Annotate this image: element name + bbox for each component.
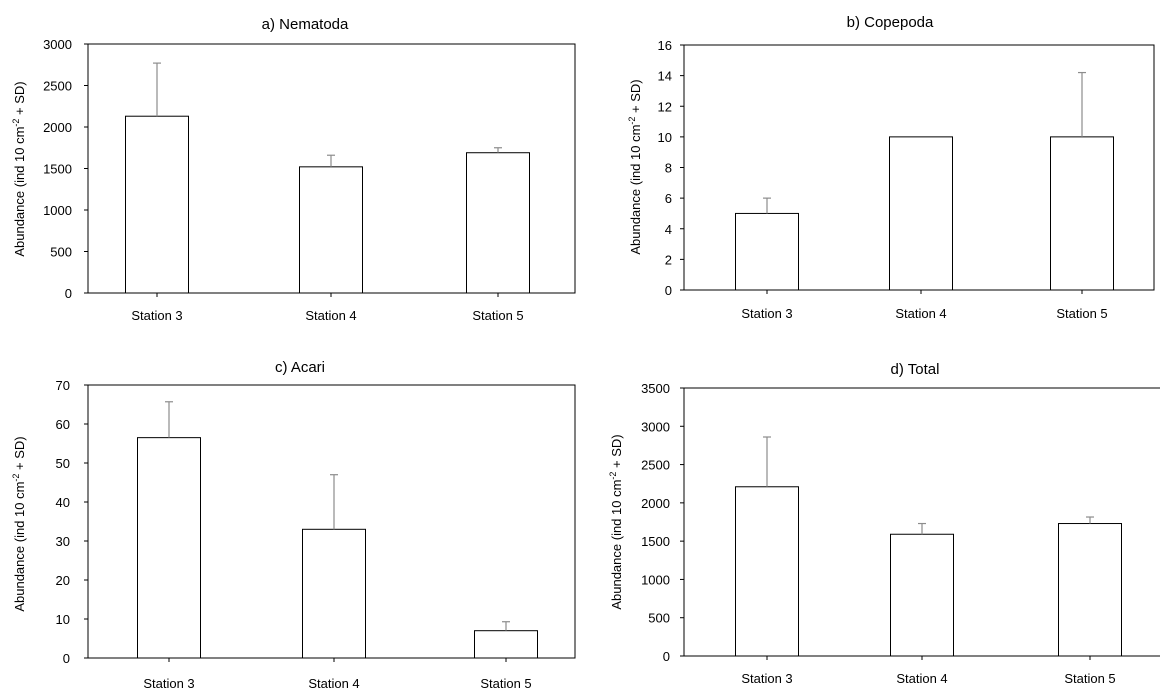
x-tick-label: Station 3 [143,676,194,691]
x-tick-label: Station 5 [1064,671,1115,686]
bar [735,212,799,291]
y-tick-label: 2 [665,252,672,267]
y-tick-label: 1000 [43,203,72,218]
bar [890,533,954,657]
y-axis-label: Abundance (ind 10 cm-2 + SD) [627,79,643,254]
y-tick-label: 1000 [641,572,670,587]
bar [889,136,953,291]
y-axis-label-suffix: + SD) [12,81,27,118]
y-tick-label: 10 [658,130,672,145]
chart-title: c) Acari [275,359,325,376]
x-tick-label: Station 5 [480,676,531,691]
bar [735,486,799,657]
y-tick-label: 4 [665,222,672,237]
y-tick-label: 0 [665,283,672,298]
panel-acari: c) Acari Abundance (ind 10 cm-2 + SD) 0 1… [11,359,576,691]
x-tick-label: Station 3 [741,671,792,686]
x-tick-label: Station 3 [741,306,792,321]
y-tick-label: 40 [56,495,70,510]
y-tick-label: 16 [658,38,672,53]
y-tick-label: 3000 [641,419,670,434]
panel-copepoda: b) Copepoda Abundance (ind 10 cm-2 + SD)… [627,14,1155,321]
y-axis-label-suffix: + SD) [628,79,643,116]
x-tick-label: Station 5 [1056,306,1107,321]
y-axis-label: Abundance (ind 10 cm-2 + SD) [608,434,624,609]
bar [302,528,366,659]
bar [299,166,363,294]
y-axis-label-superscript: -2 [11,474,21,482]
y-tick-label: 20 [56,573,70,588]
chart-title: d) Total [891,361,940,378]
y-tick-label: 3000 [43,37,72,52]
bar [1050,136,1114,291]
y-tick-label: 2000 [43,120,72,135]
y-tick-label: 2000 [641,496,670,511]
y-axis-label: Abundance (ind 10 cm-2 + SD) [11,81,27,256]
y-axis-label-superscript: -2 [608,472,618,480]
y-tick-label: 500 [648,611,670,626]
y-tick-label: 30 [56,534,70,549]
panel-total: d) Total Abundance (ind 10 cm-2 + SD) 0 5… [608,361,1160,686]
y-tick-label: 0 [663,649,670,664]
y-tick-label: 3500 [641,381,670,396]
y-tick-label: 1500 [43,162,72,177]
x-tick-label: Station 4 [308,676,359,691]
y-tick-label: 60 [56,417,70,432]
chart-title: b) Copepoda [847,14,934,31]
y-tick-label: 2500 [43,79,72,94]
y-tick-label: 12 [658,99,672,114]
y-axis-label-text: Abundance (ind 10 cm [609,480,624,610]
panel-nematoda: a) Nematoda Abundance (ind 10 cm-2 + SD)… [11,16,576,323]
bar [125,115,189,294]
x-tick-label: Station 3 [131,308,182,323]
y-axis-label-superscript: -2 [11,119,21,127]
y-axis-label: Abundance (ind 10 cm-2 + SD) [11,436,27,611]
chart-title: a) Nematoda [262,16,349,33]
bar [137,437,201,659]
y-tick-label: 70 [56,378,70,393]
y-tick-label: 14 [658,69,672,84]
y-tick-label: 2500 [641,458,670,473]
x-tick-label: Station 4 [895,306,946,321]
y-tick-label: 500 [50,245,72,260]
y-axis-label-suffix: + SD) [609,434,624,471]
bar [1058,523,1122,657]
y-tick-label: 0 [63,651,70,666]
y-tick-label: 8 [665,161,672,176]
x-tick-label: Station 4 [896,671,947,686]
y-axis-label-suffix: + SD) [12,436,27,473]
x-tick-label: Station 4 [305,308,356,323]
y-axis-label-text: Abundance (ind 10 cm [12,127,27,257]
y-tick-label: 1500 [641,534,670,549]
y-axis-label-text: Abundance (ind 10 cm [628,125,643,255]
x-tick-label: Station 5 [472,308,523,323]
y-axis-label-text: Abundance (ind 10 cm [12,482,27,612]
bar [466,152,530,294]
y-tick-label: 0 [65,286,72,301]
y-tick-label: 6 [665,191,672,206]
y-axis-label-superscript: -2 [627,117,637,125]
y-tick-label: 10 [56,612,70,627]
bar [474,630,538,659]
y-tick-label: 50 [56,456,70,471]
